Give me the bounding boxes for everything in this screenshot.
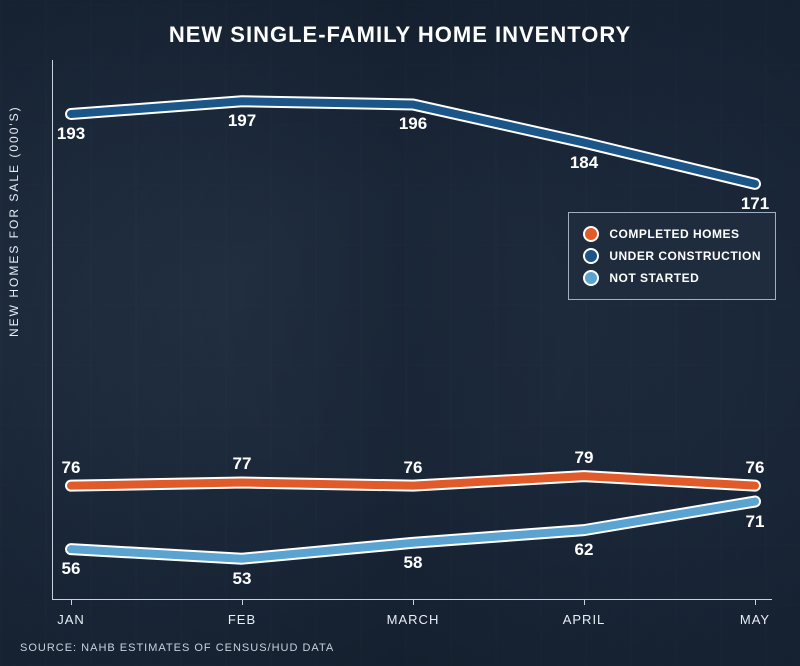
legend-item: UNDER CONSTRUCTION [583,245,761,267]
x-axis-label: MARCH [387,612,440,627]
data-label: 197 [228,111,256,131]
data-label: 62 [575,540,594,560]
data-label: 53 [233,569,252,589]
data-label: 76 [746,458,765,478]
legend-label: COMPLETED HOMES [609,227,739,241]
plot-area: JANFEBMARCHAPRILMAY193197196184171767776… [52,60,772,600]
x-axis-label: JAN [57,612,85,627]
x-axis-label: FEB [228,612,256,627]
legend-label: UNDER CONSTRUCTION [609,249,761,263]
x-tick [242,599,243,605]
legend-item: NOT STARTED [583,267,761,289]
line-chart-svg [53,60,772,599]
y-axis-label: NEW HOMES FOR SALE (000'S) [7,105,21,337]
legend-swatch [583,248,599,264]
legend-item: COMPLETED HOMES [583,223,761,245]
x-tick [413,599,414,605]
x-tick [584,599,585,605]
chart-title: NEW SINGLE-FAMILY HOME INVENTORY [0,22,800,48]
series-outline [71,502,755,559]
legend-swatch [583,226,599,242]
data-label: 79 [575,448,594,468]
legend-swatch [583,270,599,286]
x-tick [71,599,72,605]
legend: COMPLETED HOMES UNDER CONSTRUCTION NOT STA… [568,212,776,300]
legend-label: NOT STARTED [609,271,699,285]
x-tick [755,599,756,605]
data-label: 184 [570,153,598,173]
data-label: 58 [404,553,423,573]
source-text: SOURCE: NAHB ESTIMATES OF CENSUS/HUD DAT… [20,642,334,654]
data-label: 193 [57,124,85,144]
data-label: 71 [746,512,765,532]
x-axis-label: MAY [740,612,770,627]
data-label: 56 [62,559,81,579]
data-label: 196 [399,114,427,134]
x-axis-label: APRIL [563,612,606,627]
data-label: 77 [233,454,252,474]
data-label: 76 [62,458,81,478]
data-label: 76 [404,458,423,478]
data-label: 171 [741,194,769,214]
